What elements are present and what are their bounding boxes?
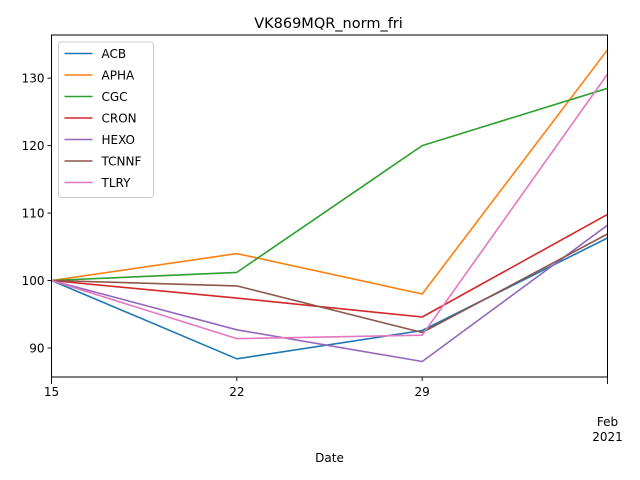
x-axis: 15 22 29 Feb 2021 bbox=[44, 377, 623, 444]
plot-lines bbox=[51, 49, 609, 363]
series-line-apha bbox=[51, 49, 609, 295]
legend-label-tlry: TLRY bbox=[101, 176, 132, 190]
y-tick-label: 100 bbox=[22, 274, 45, 288]
legend-label-acb: ACB bbox=[102, 47, 127, 61]
x-tick-label: 29 bbox=[415, 385, 430, 399]
series-line-cron bbox=[51, 213, 608, 318]
legend-box bbox=[58, 41, 154, 198]
x-tick-label: Feb 2021 bbox=[592, 415, 623, 444]
legend-label-hexo: HEXO bbox=[102, 133, 136, 147]
y-tick-label: 110 bbox=[22, 207, 45, 221]
legend-label-cgc: CGC bbox=[102, 90, 128, 104]
series-line-cgc bbox=[51, 87, 608, 282]
x-axis-label: Date bbox=[315, 451, 344, 465]
series-line-acb bbox=[51, 237, 608, 360]
legend-label-cron: CRON bbox=[102, 112, 137, 126]
y-tick-label: 120 bbox=[22, 139, 45, 153]
series-line-hexo bbox=[51, 224, 608, 363]
y-axis: 90 100 110 120 130 bbox=[22, 72, 52, 355]
series-line-tcnnf bbox=[51, 233, 608, 334]
legend-label-apha: APHA bbox=[102, 69, 135, 83]
y-tick-label: 130 bbox=[22, 72, 45, 86]
y-tick-label: 90 bbox=[29, 341, 44, 355]
x-tick-label: 22 bbox=[229, 385, 244, 399]
chart-title: VK869MQR_norm_fri bbox=[254, 16, 403, 32]
legend: ACB APHA CGC CRON HEXO TCNNF TLRY bbox=[58, 41, 154, 198]
legend-label-tcnnf: TCNNF bbox=[101, 155, 142, 169]
x-tick-label: 15 bbox=[44, 385, 59, 399]
series-line-tlry bbox=[51, 73, 609, 340]
axes-frame bbox=[51, 34, 608, 378]
